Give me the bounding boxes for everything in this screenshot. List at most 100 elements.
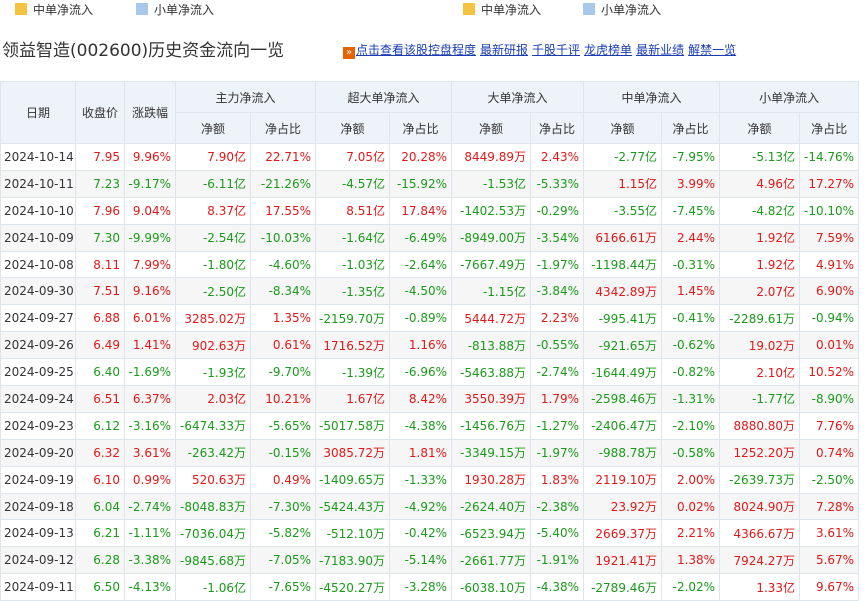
- cell-large-ratio: -1.97%: [530, 250, 585, 279]
- cell-large-ratio: -5.33%: [530, 169, 585, 198]
- table-row: 2024-09-27 6.88 6.01% 3285.02万 1.35% -2159.70…: [0, 304, 860, 333]
- cell-large-amount: -5463.88万: [451, 358, 532, 387]
- link-earnings[interactable]: 最新业绩: [636, 43, 685, 57]
- link-stock-review[interactable]: 千股千评: [532, 43, 581, 57]
- cell-close: 6.88: [75, 304, 125, 333]
- page-title: 领益智造(002600)历史资金流向一览: [2, 41, 285, 61]
- cell-main-ratio: 1.35%: [249, 304, 317, 333]
- cell-main-ratio: -4.60%: [249, 250, 317, 279]
- header-ratio[interactable]: 净占比: [799, 112, 860, 144]
- cell-small-ratio: 5.67%: [799, 546, 860, 575]
- table-header: 日期 收盘价 涨跌幅 主力净流入 超大单净流入 大单净流入 中单净流入 小单净流…: [0, 81, 860, 144]
- cell-super-amount: 8.51亿: [315, 196, 391, 225]
- cell-main-ratio: 22.71%: [249, 143, 317, 171]
- cell-medium-ratio: 1.45%: [661, 277, 721, 306]
- cell-medium-ratio: 0.02%: [661, 492, 721, 521]
- cell-small-amount: 1252.20万: [719, 438, 801, 467]
- cell-close: 6.40: [75, 358, 125, 387]
- table-row: 2024-09-11 6.50 -4.13% -1.06亿 -7.65% -4520.27…: [0, 573, 860, 601]
- cell-close: 6.12: [75, 411, 125, 440]
- link-control-degree[interactable]: 点击查看该股控盘程度: [356, 43, 477, 57]
- cell-large-ratio: -5.40%: [530, 519, 585, 548]
- cell-change: -2.74%: [124, 492, 176, 521]
- cell-super-amount: -1.64亿: [315, 223, 391, 252]
- table-row: 2024-10-10 7.96 9.04% 8.37亿 17.55% 8.51亿 17.84…: [0, 196, 860, 225]
- header-amount[interactable]: 净额: [315, 112, 391, 144]
- cell-main-amount: 902.63万: [175, 331, 251, 360]
- cell-medium-ratio: -0.31%: [661, 250, 721, 279]
- cell-close: 7.95: [75, 143, 125, 171]
- cell-date: 2024-10-09: [0, 223, 76, 252]
- cell-close: 6.10: [75, 465, 125, 494]
- cell-small-amount: -2639.73万: [719, 465, 801, 494]
- header-close[interactable]: 收盘价: [75, 81, 125, 144]
- header-ratio[interactable]: 净占比: [530, 112, 585, 144]
- table-row: 2024-09-18 6.04 -2.74% -8048.83万 -7.30% -5424…: [0, 492, 860, 521]
- cell-main-amount: -2.50亿: [175, 277, 251, 306]
- cell-small-ratio: 6.90%: [799, 277, 860, 306]
- cell-super-amount: -5424.43万: [315, 492, 391, 521]
- link-top-list[interactable]: 龙虎榜单: [584, 43, 633, 57]
- cell-small-amount: -4.82亿: [719, 196, 801, 225]
- cell-date: 2024-10-14: [0, 143, 76, 171]
- cell-main-ratio: -5.82%: [249, 519, 317, 548]
- cell-close: 7.23: [75, 169, 125, 198]
- cell-main-amount: -8048.83万: [175, 492, 251, 521]
- cell-main-amount: -1.06亿: [175, 573, 251, 601]
- link-research[interactable]: 最新研报: [480, 43, 529, 57]
- cell-date: 2024-09-20: [0, 438, 76, 467]
- cell-super-ratio: 17.84%: [389, 196, 453, 225]
- cell-small-amount: 1.33亿: [719, 573, 801, 601]
- legend-label: 小单净流入: [601, 2, 662, 17]
- cell-small-amount: -1.77亿: [719, 385, 801, 413]
- cell-main-ratio: -7.65%: [249, 573, 317, 601]
- cell-medium-ratio: 1.38%: [661, 546, 721, 575]
- cell-main-ratio: -7.05%: [249, 546, 317, 575]
- cell-small-ratio: 0.01%: [799, 331, 860, 360]
- cell-main-amount: 3285.02万: [175, 304, 251, 333]
- cell-main-ratio: -0.15%: [249, 438, 317, 467]
- cell-super-amount: -4520.27万: [315, 573, 391, 601]
- table-row: 2024-09-12 6.28 -3.38% -9845.68万 -7.05% -7183…: [0, 546, 860, 575]
- cell-date: 2024-09-30: [0, 277, 76, 306]
- cell-large-amount: 1930.28万: [451, 465, 532, 494]
- cell-medium-ratio: -0.62%: [661, 331, 721, 360]
- header-small-flow: 小单净流入: [719, 81, 860, 113]
- cell-super-ratio: 20.28%: [389, 143, 453, 171]
- cell-small-ratio: 4.91%: [799, 250, 860, 279]
- cell-medium-ratio: -7.95%: [661, 143, 721, 171]
- header-ratio[interactable]: 净占比: [249, 112, 317, 144]
- cell-super-ratio: -3.28%: [389, 573, 453, 601]
- header-super-large-flow: 超大单净流入: [315, 81, 453, 113]
- cell-medium-ratio: -2.02%: [661, 573, 721, 601]
- cell-change: 9.04%: [124, 196, 176, 225]
- header-ratio[interactable]: 净占比: [389, 112, 453, 144]
- header-amount[interactable]: 净额: [719, 112, 801, 144]
- cell-close: 6.21: [75, 519, 125, 548]
- cell-main-amount: 520.63万: [175, 465, 251, 494]
- cell-large-amount: -3349.15万: [451, 438, 532, 467]
- header-amount[interactable]: 净额: [175, 112, 251, 144]
- cell-main-amount: 2.03亿: [175, 385, 251, 413]
- cell-large-ratio: 1.79%: [530, 385, 585, 413]
- cell-close: 6.49: [75, 331, 125, 360]
- table-row: 2024-09-19 6.10 0.99% 520.63万 0.49% -1409.65万…: [0, 465, 860, 494]
- cell-change: 3.61%: [124, 438, 176, 467]
- cell-super-amount: 1716.52万: [315, 331, 391, 360]
- cell-change: 9.96%: [124, 143, 176, 171]
- header-ratio[interactable]: 净占比: [661, 112, 721, 144]
- header-amount[interactable]: 净额: [583, 112, 663, 144]
- header-amount[interactable]: 净额: [451, 112, 532, 144]
- cell-large-amount: -1402.53万: [451, 196, 532, 225]
- cell-super-ratio: -1.33%: [389, 465, 453, 494]
- link-unlock[interactable]: 解禁一览: [688, 43, 737, 57]
- cell-super-ratio: -0.42%: [389, 519, 453, 548]
- header-change[interactable]: 涨跌幅: [124, 81, 176, 144]
- cell-small-ratio: 0.74%: [799, 438, 860, 467]
- header-date[interactable]: 日期: [0, 81, 76, 144]
- cell-main-amount: -1.93亿: [175, 358, 251, 387]
- cell-large-amount: -2661.77万: [451, 546, 532, 575]
- cell-super-amount: 1.67亿: [315, 385, 391, 413]
- cell-large-ratio: -1.97%: [530, 438, 585, 467]
- table-row: 2024-10-11 7.23 -9.17% -6.11亿 -21.26% -4.57亿 -…: [0, 169, 860, 198]
